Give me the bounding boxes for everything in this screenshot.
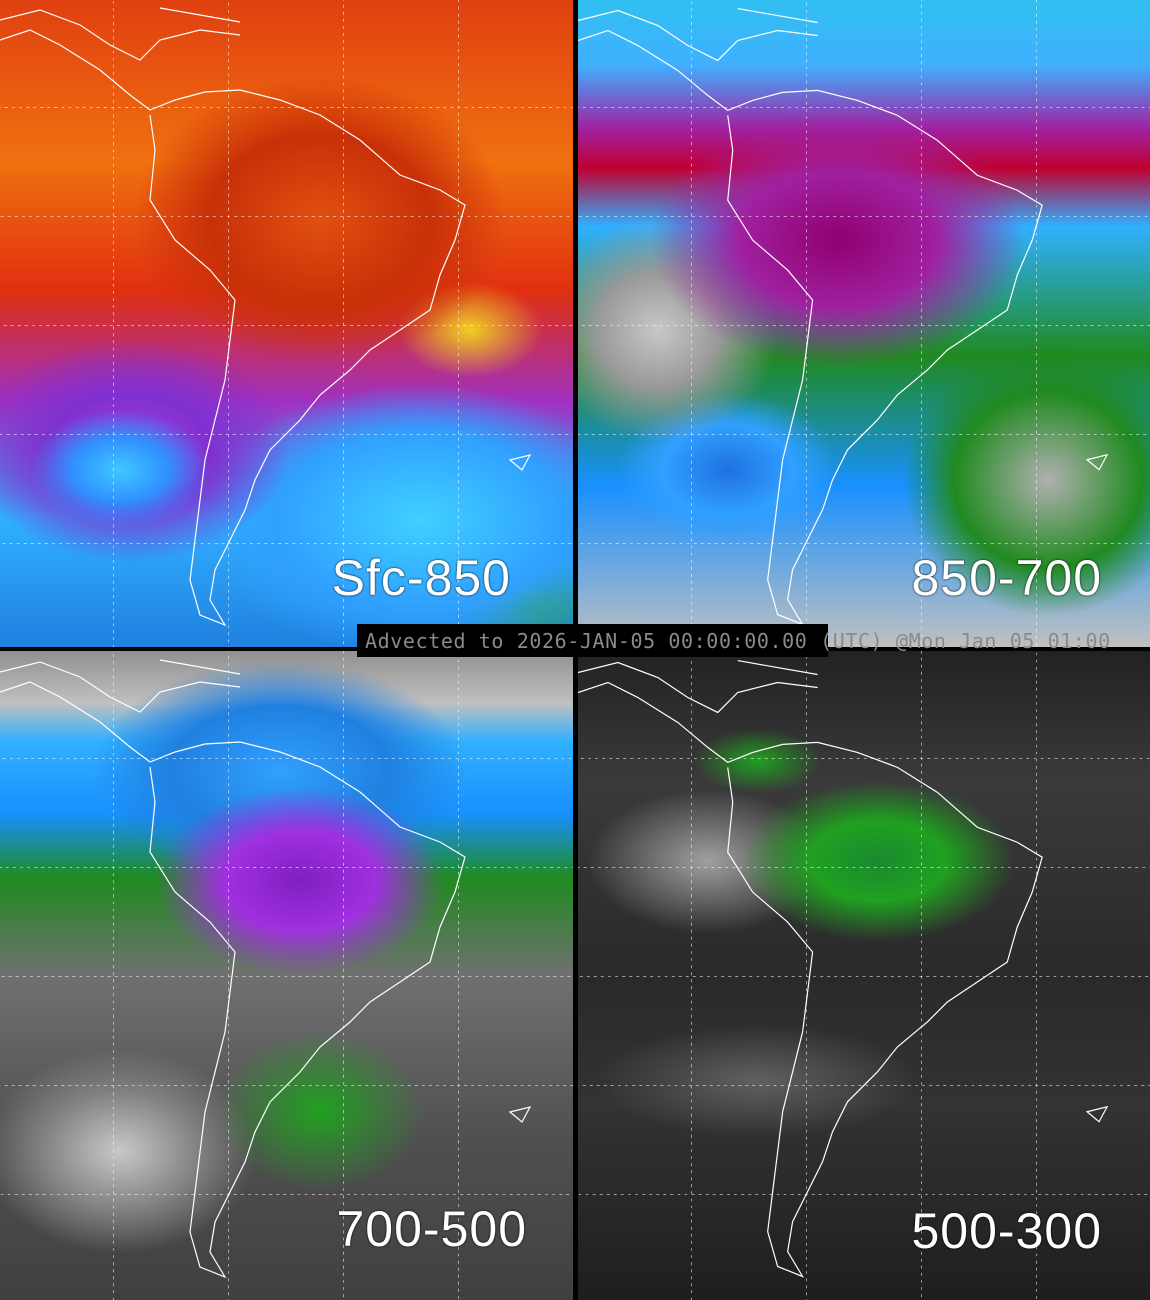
lat-lon-grid [578, 651, 1150, 1300]
panel-sfc-850: Sfc-850 [0, 0, 573, 647]
banner-text: Advected to 2026-JAN-05 00:00:00.00 (UTC… [365, 629, 1111, 653]
layer-label: 850-700 [911, 550, 1102, 606]
panel-850-700: 850-700 [578, 0, 1150, 647]
lat-lon-grid [0, 651, 573, 1300]
banner-background [357, 624, 828, 657]
panel-700-500: 700-500 [0, 651, 573, 1300]
layer-label: 700-500 [336, 1201, 527, 1257]
lat-lon-grid [578, 0, 1150, 647]
layer-label: Sfc-850 [331, 550, 511, 606]
panel-500-300: 500-300 [578, 651, 1150, 1300]
advection-time-banner: Advected to 2026-JAN-05 00:00:00.00 (UTC… [357, 624, 1150, 657]
lat-lon-grid [0, 0, 573, 647]
layer-label: 500-300 [911, 1203, 1102, 1259]
